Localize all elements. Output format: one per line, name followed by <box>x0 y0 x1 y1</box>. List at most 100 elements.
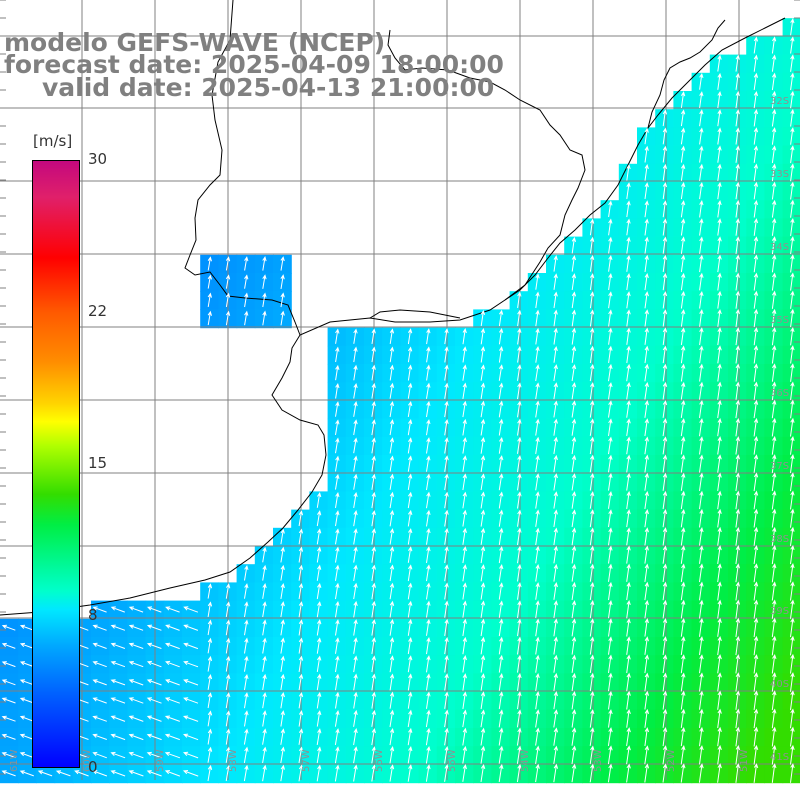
wind-arrow <box>699 726 704 747</box>
wind-arrow <box>771 490 777 510</box>
wind-arrow <box>19 624 34 631</box>
latitude-label: 39S <box>770 606 789 617</box>
wind-arrow <box>353 600 358 618</box>
wind-arrow <box>717 472 722 491</box>
wind-arrow <box>480 309 486 327</box>
wind-arrow <box>225 710 231 727</box>
wind-arrow <box>335 346 340 363</box>
wind-arrow <box>128 679 144 686</box>
wind-arrow <box>626 345 631 364</box>
wind-arrow <box>753 272 759 291</box>
wind-arrow <box>571 436 577 455</box>
wind-arrow <box>680 218 686 236</box>
wind-arrow <box>771 54 777 72</box>
wind-arrow <box>589 327 595 345</box>
wind-arrow <box>389 673 395 691</box>
wind-arrow <box>608 636 613 655</box>
wind-arrow <box>571 473 577 491</box>
wind-arrow <box>480 763 486 782</box>
wind-arrow <box>298 528 304 545</box>
wind-arrow <box>589 345 595 363</box>
wind-arrow <box>335 582 340 600</box>
wind-arrow <box>480 654 486 673</box>
wind-arrow <box>498 382 504 400</box>
wind-arrow <box>771 635 777 656</box>
wind-arrow <box>753 163 759 182</box>
wind-arrow <box>535 273 540 290</box>
wind-arrow <box>480 582 486 600</box>
wind-arrow <box>662 745 668 765</box>
wind-arrow <box>698 763 704 783</box>
latitude-label: 37S <box>770 461 789 472</box>
wind-arrow <box>146 624 162 631</box>
wind-arrow <box>92 733 107 740</box>
wind-arrow <box>680 508 686 528</box>
wind-arrow <box>462 636 467 655</box>
wind-arrow <box>298 601 304 618</box>
longitude-label: 57W <box>301 749 312 772</box>
wind-arrow <box>626 654 631 674</box>
wind-arrow <box>790 272 795 291</box>
wind-arrow <box>680 290 686 309</box>
wind-arrow <box>644 654 650 674</box>
wind-arrow <box>553 418 558 436</box>
wind-arrow <box>535 600 540 619</box>
wind-arrow <box>790 454 795 474</box>
wind-arrow <box>128 661 144 668</box>
wind-arrow <box>480 418 486 436</box>
wind-arrow <box>753 109 759 127</box>
wind-arrow <box>480 346 486 363</box>
wind-arrow <box>571 327 577 345</box>
wind-arrow <box>462 655 467 673</box>
wind-arrow <box>735 545 740 565</box>
wind-arrow <box>589 218 595 236</box>
wind-arrow <box>644 145 649 163</box>
wind-arrow <box>316 619 322 636</box>
wind-arrow <box>626 436 631 455</box>
wind-arrow <box>19 679 34 686</box>
wind-arrow <box>771 109 777 127</box>
wind-arrow <box>426 346 431 363</box>
wind-arrow <box>444 564 449 582</box>
wind-arrow <box>680 436 686 455</box>
wind-arrow <box>680 145 686 163</box>
wind-arrow <box>425 764 431 782</box>
wind-arrow <box>626 218 631 236</box>
wind-arrow <box>335 328 340 344</box>
wind-arrow <box>735 72 740 90</box>
wind-arrow <box>426 328 431 345</box>
wind-arrow <box>480 564 486 582</box>
wind-arrow <box>244 637 249 654</box>
wind-arrow <box>389 528 395 545</box>
wind-arrow <box>280 728 285 745</box>
wind-arrow <box>753 218 759 236</box>
wind-arrow <box>735 690 741 710</box>
wind-arrow <box>662 726 668 747</box>
wind-arrow <box>790 363 795 382</box>
wind-arrow <box>517 564 522 582</box>
wind-arrow <box>717 617 722 637</box>
wind-arrow <box>735 327 740 346</box>
wind-arrow <box>753 454 759 473</box>
wind-arrow <box>371 528 376 545</box>
wind-arrow <box>771 563 777 583</box>
wind-arrow <box>753 763 759 783</box>
wind-arrow <box>553 473 558 491</box>
wind-arrow <box>498 727 504 746</box>
wind-arrow <box>371 637 376 654</box>
wind-arrow <box>498 436 504 454</box>
wind-arrow <box>790 90 795 109</box>
wind-arrow <box>626 273 631 291</box>
wind-arrow <box>589 273 595 290</box>
wind-arrow <box>771 163 777 182</box>
wind-arrow <box>244 601 249 618</box>
wind-arrow <box>407 727 413 746</box>
wind-arrow <box>128 733 144 741</box>
wind-arrow <box>207 764 213 782</box>
wind-arrow <box>298 510 304 527</box>
wind-arrow <box>262 564 267 581</box>
wind-arrow <box>462 437 467 454</box>
wind-arrow <box>389 655 395 673</box>
wind-arrow <box>644 291 649 309</box>
wind-arrow <box>535 691 540 710</box>
